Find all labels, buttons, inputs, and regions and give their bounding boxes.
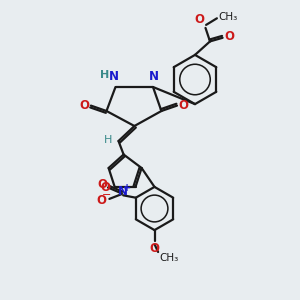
Text: O: O [96,194,106,207]
Text: CH₃: CH₃ [218,12,238,22]
Text: O: O [97,178,107,191]
Text: +: + [123,183,131,193]
Text: H: H [103,135,112,146]
Text: O: O [224,30,234,43]
Text: O: O [79,98,89,112]
Text: N: N [149,70,159,83]
Text: N: N [109,70,119,83]
Text: O: O [100,181,110,194]
Text: O: O [149,242,160,255]
Text: N: N [118,185,128,198]
Text: CH₃: CH₃ [159,253,178,263]
Text: O: O [194,13,204,26]
Text: −: − [102,190,112,200]
Text: O: O [179,98,189,112]
Text: H: H [100,70,110,80]
